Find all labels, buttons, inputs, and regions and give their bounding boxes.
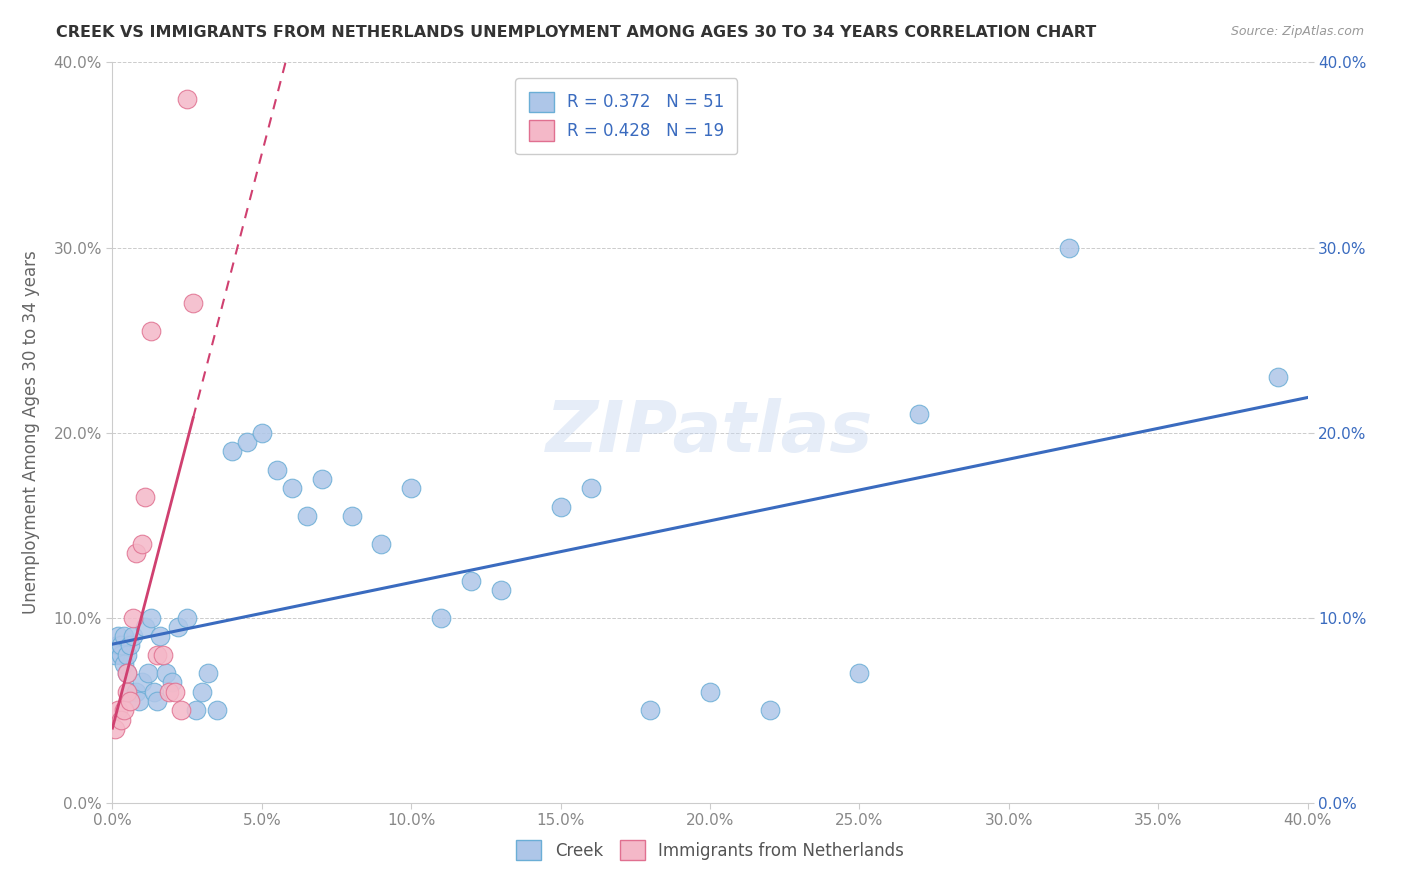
Point (191, 685, 214, 699)
Point (122, 629, 145, 643)
Point (157, 685, 180, 699)
Point (131, 675, 153, 690)
Point (146, 648, 169, 662)
Point (266, 462, 288, 476)
Point (311, 472, 333, 486)
Point (114, 629, 135, 643)
Point (120, 694, 142, 708)
Point (340, 508, 363, 523)
Point (401, 481, 423, 495)
Point (205, 703, 228, 717)
Point (759, 703, 782, 717)
Point (908, 407, 931, 421)
Point (152, 648, 174, 662)
Point (489, 582, 512, 597)
Point (1267, 370, 1289, 384)
Point (176, 610, 198, 624)
Y-axis label: Unemployment Among Ages 30 to 34 years: Unemployment Among Ages 30 to 34 years (21, 251, 39, 615)
Point (1057, 240, 1080, 255)
Point (141, 610, 163, 624)
Point (165, 685, 187, 699)
Point (107, 639, 129, 653)
Point (134, 491, 156, 505)
Point (430, 610, 453, 624)
Point (579, 481, 602, 495)
Point (162, 675, 183, 690)
Point (149, 629, 172, 643)
Point (104, 722, 127, 736)
Point (221, 444, 243, 458)
Point (131, 536, 153, 550)
Point (107, 703, 129, 717)
Point (281, 481, 304, 495)
Point (460, 574, 482, 588)
Point (104, 648, 127, 662)
Point (370, 536, 392, 550)
Point (236, 434, 259, 449)
Point (848, 666, 870, 681)
Point (186, 703, 208, 717)
Point (143, 685, 166, 699)
Point (128, 694, 150, 708)
Text: CREEK VS IMMIGRANTS FROM NETHERLANDS UNEMPLOYMENT AMONG AGES 30 TO 34 YEARS CORR: CREEK VS IMMIGRANTS FROM NETHERLANDS UNE… (56, 25, 1097, 40)
Point (699, 685, 721, 699)
Point (122, 610, 145, 624)
Point (120, 685, 142, 699)
Point (295, 508, 318, 523)
Point (107, 629, 129, 643)
Point (176, 92, 198, 106)
Point (167, 620, 190, 634)
Text: ZIPatlas: ZIPatlas (547, 398, 873, 467)
Point (110, 648, 132, 662)
Point (117, 648, 139, 662)
Point (114, 657, 135, 671)
Point (134, 620, 156, 634)
Point (155, 666, 177, 681)
Point (114, 703, 135, 717)
Point (125, 685, 148, 699)
Point (120, 639, 142, 653)
Point (117, 666, 139, 681)
Point (110, 713, 132, 727)
Point (138, 666, 160, 681)
Point (550, 500, 572, 514)
Point (141, 324, 163, 338)
Point (181, 296, 204, 310)
Point (117, 685, 139, 699)
Point (146, 694, 169, 708)
Point (125, 546, 148, 560)
Legend: Creek, Immigrants from Netherlands: Creek, Immigrants from Netherlands (508, 831, 912, 869)
Point (170, 703, 193, 717)
Point (110, 639, 132, 653)
Point (117, 666, 139, 681)
Point (197, 666, 219, 681)
Text: Source: ZipAtlas.com: Source: ZipAtlas.com (1230, 25, 1364, 38)
Point (640, 703, 662, 717)
Point (250, 425, 273, 440)
